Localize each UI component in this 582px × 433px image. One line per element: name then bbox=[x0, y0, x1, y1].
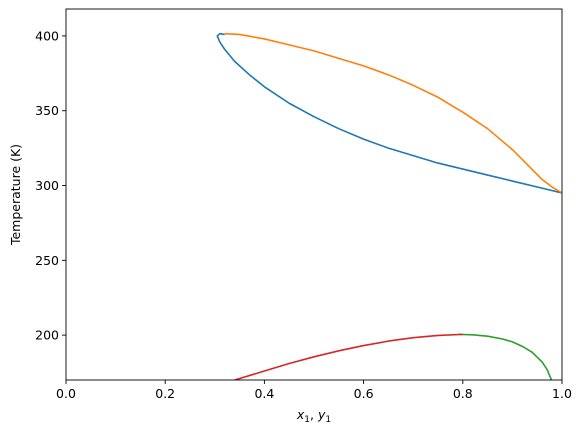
x-tick-label: 0.0 bbox=[56, 386, 76, 401]
x-tick-label: 0.6 bbox=[354, 386, 374, 401]
y-axis-label: Temperature (K) bbox=[8, 144, 23, 246]
series-line-3 bbox=[457, 333, 553, 380]
x-axis-label: x1, y1 bbox=[296, 407, 331, 425]
x-axis: 0.0 0.2 0.4 0.6 0.8 1.0 bbox=[56, 380, 572, 401]
x-tick-label: 0.8 bbox=[453, 386, 473, 401]
series-line-1 bbox=[216, 32, 562, 194]
y-tick-label: 350 bbox=[35, 103, 59, 118]
y-axis: 200 250 300 350 400 bbox=[35, 28, 66, 343]
x-tick-label: 1.0 bbox=[552, 386, 572, 401]
plot-frame bbox=[65, 8, 563, 381]
x-tick-label: 0.4 bbox=[254, 386, 274, 401]
series-layer bbox=[216, 32, 562, 380]
y-tick-label: 300 bbox=[35, 178, 59, 193]
series-line-4 bbox=[234, 333, 463, 380]
y-tick-label: 400 bbox=[35, 28, 59, 43]
series-line-2 bbox=[224, 32, 562, 194]
y-tick-label: 200 bbox=[35, 328, 59, 343]
y-tick-label: 250 bbox=[35, 253, 59, 268]
x-tick-label: 0.2 bbox=[155, 386, 175, 401]
